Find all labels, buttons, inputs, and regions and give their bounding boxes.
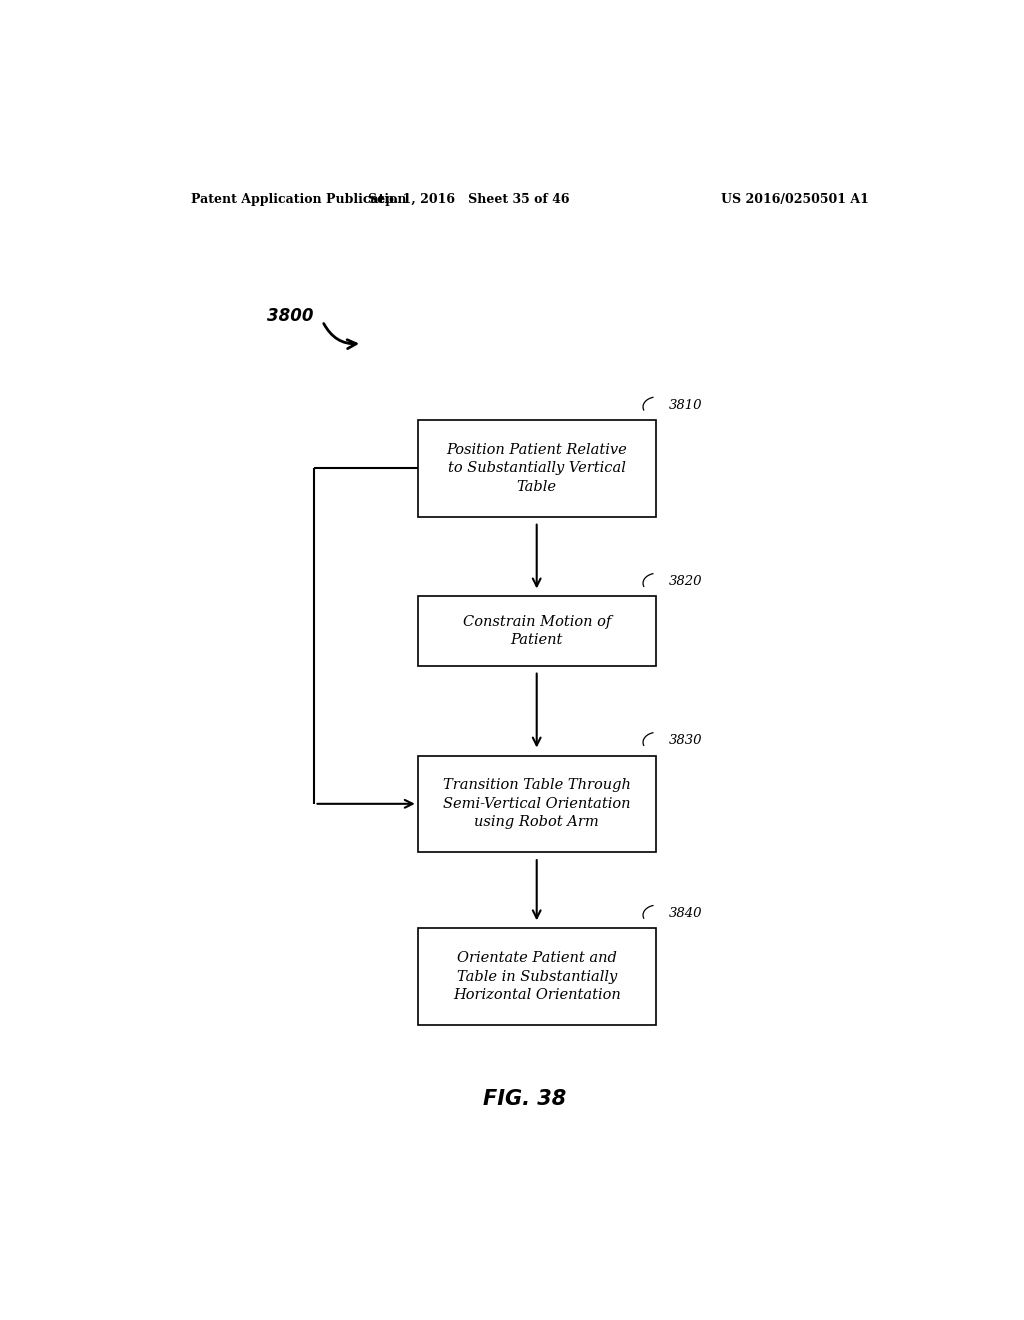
Text: 3820: 3820 — [670, 576, 702, 589]
Text: Transition Table Through
Semi-Vertical Orientation
using Robot Arm: Transition Table Through Semi-Vertical O… — [442, 779, 631, 829]
Text: 3810: 3810 — [670, 399, 702, 412]
Text: FIG. 38: FIG. 38 — [483, 1089, 566, 1109]
Bar — [418, 420, 655, 516]
Text: 3800: 3800 — [267, 308, 313, 325]
Bar — [418, 597, 655, 665]
Text: Orientate Patient and
Table in Substantially
Horizontal Orientation: Orientate Patient and Table in Substanti… — [453, 952, 621, 1002]
Text: US 2016/0250501 A1: US 2016/0250501 A1 — [721, 193, 868, 206]
Text: Position Patient Relative
to Substantially Vertical
Table: Position Patient Relative to Substantial… — [446, 444, 627, 494]
Text: Patent Application Publication: Patent Application Publication — [191, 193, 407, 206]
Bar — [418, 755, 655, 853]
Bar — [418, 928, 655, 1024]
Text: Sep. 1, 2016   Sheet 35 of 46: Sep. 1, 2016 Sheet 35 of 46 — [369, 193, 570, 206]
Text: Constrain Motion of
Patient: Constrain Motion of Patient — [463, 615, 611, 647]
Text: 3830: 3830 — [670, 734, 702, 747]
Text: 3840: 3840 — [670, 907, 702, 920]
